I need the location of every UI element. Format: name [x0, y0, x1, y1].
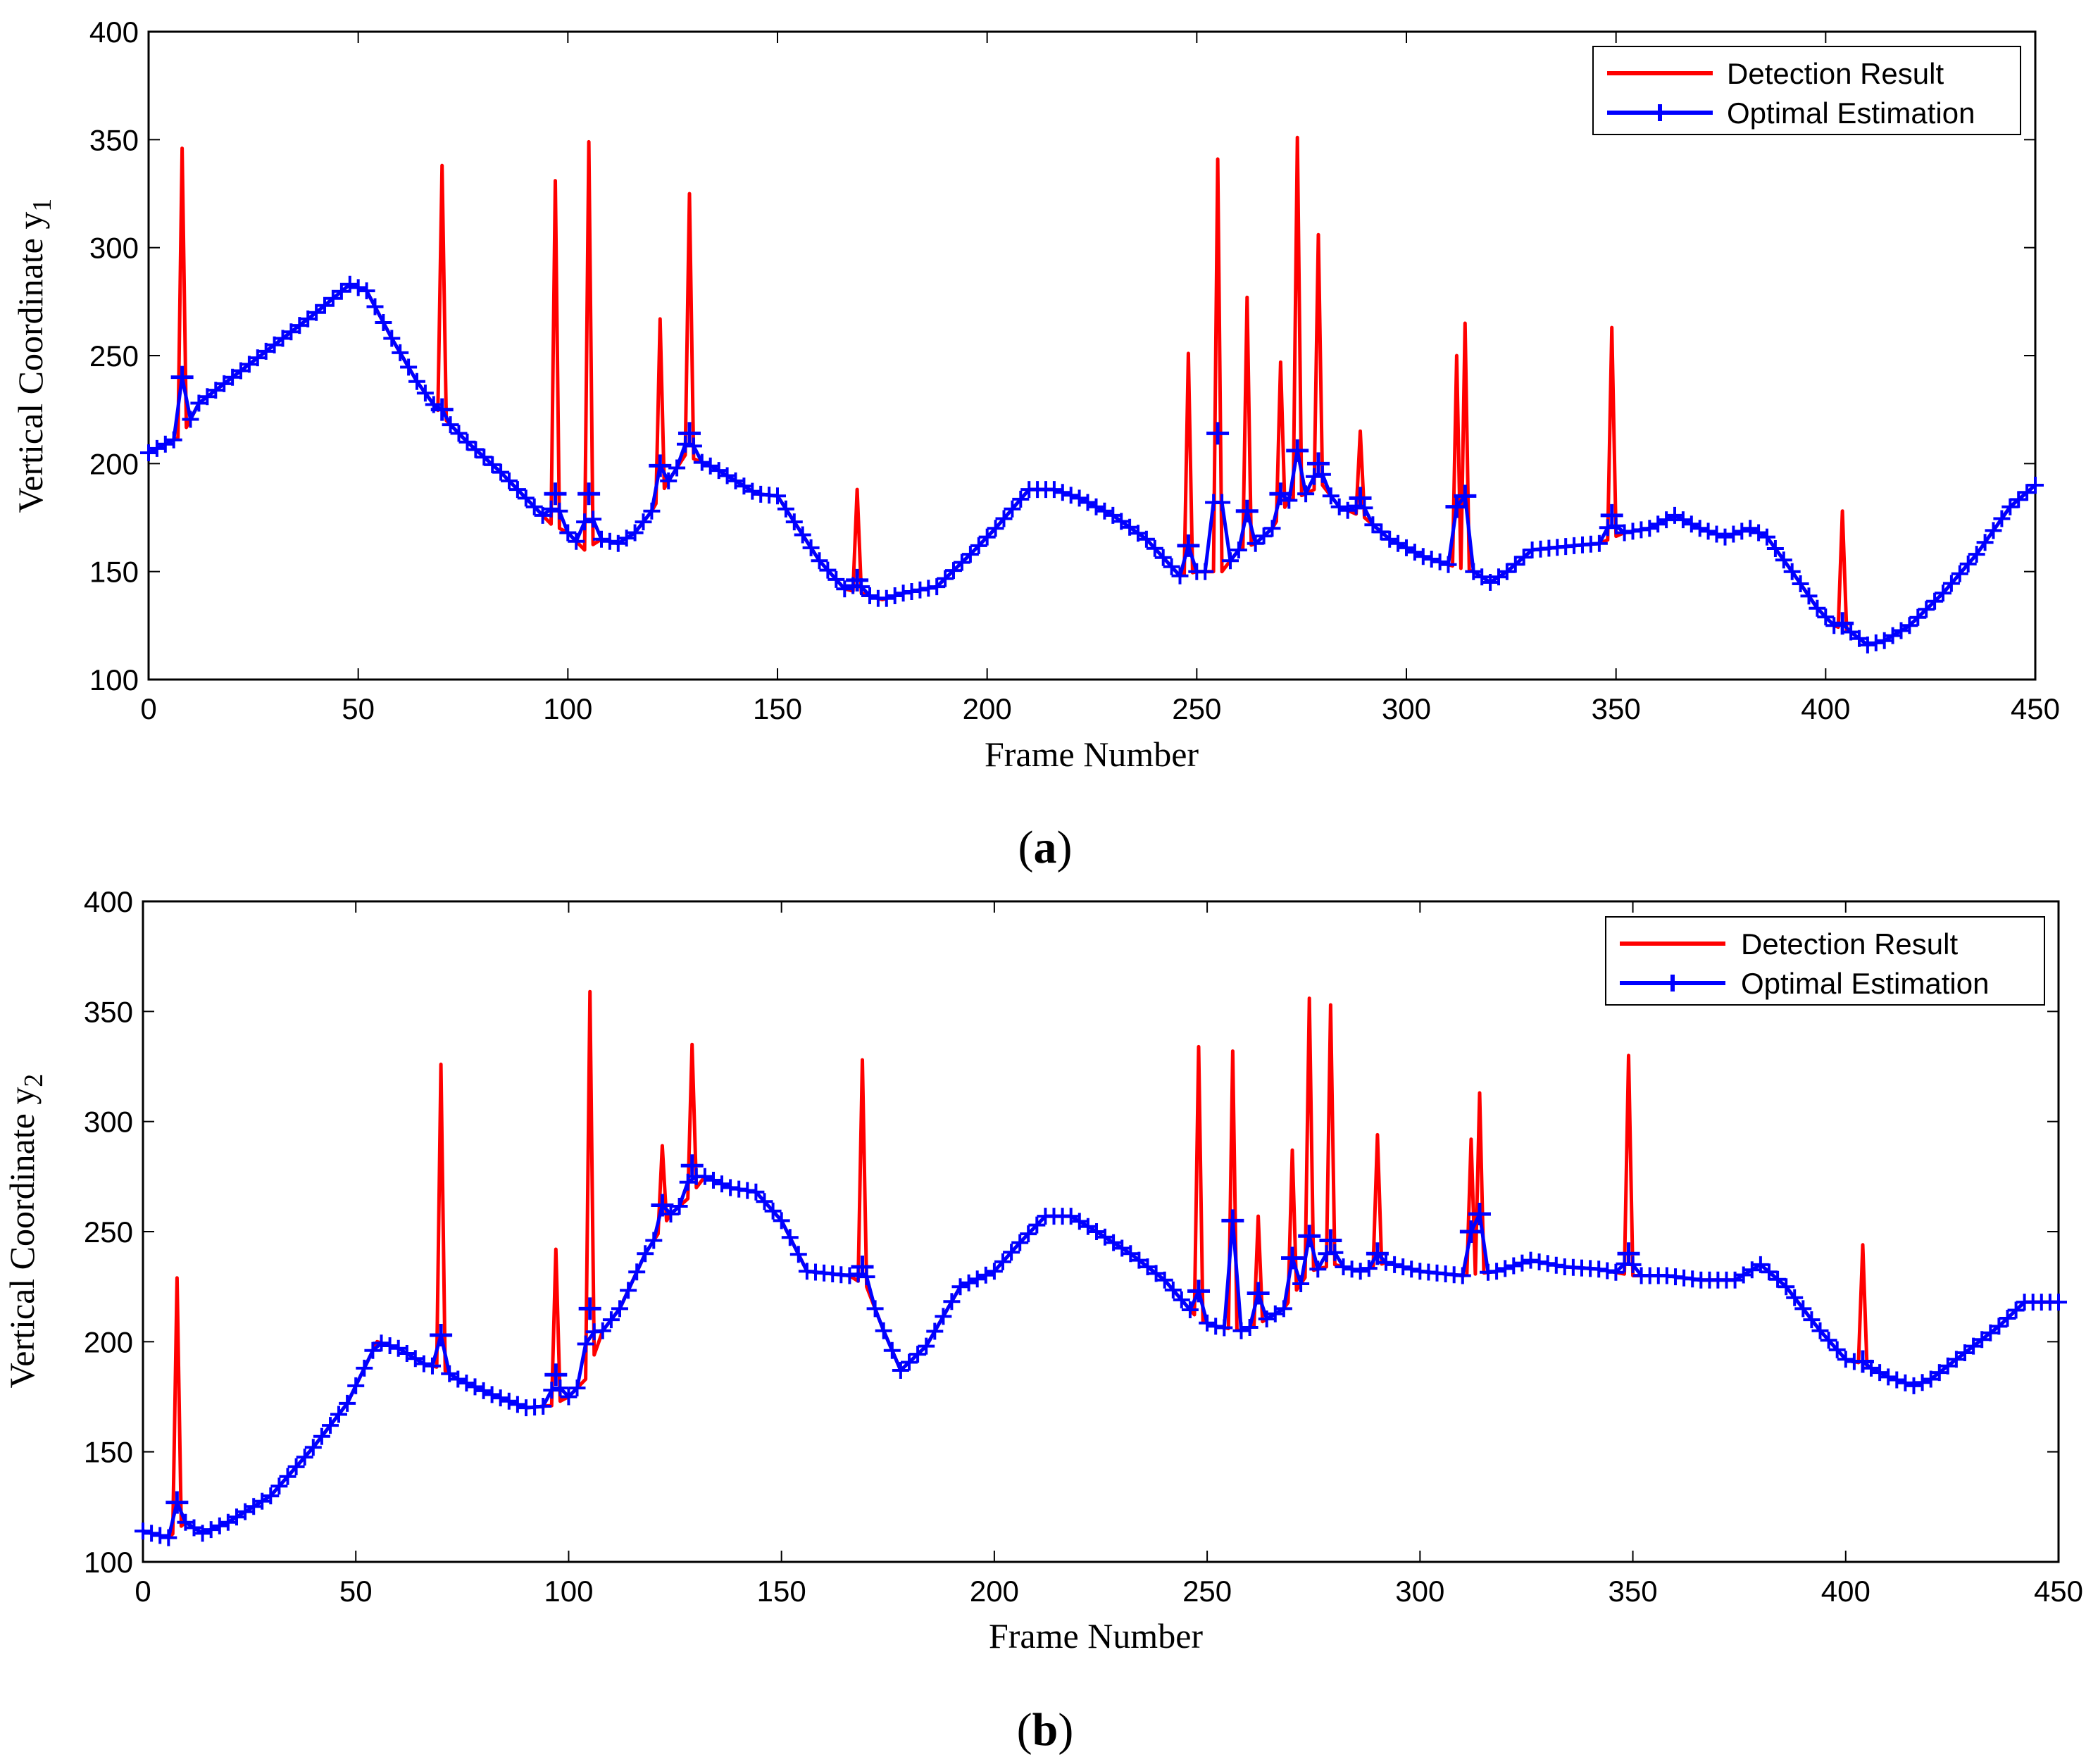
y-tick-label: 100	[89, 663, 139, 696]
estimation-point	[1366, 1242, 1389, 1265]
estimation-point	[1468, 1202, 1491, 1225]
y-tick-label: 350	[89, 123, 139, 156]
estimation-point	[544, 1363, 568, 1387]
y-axis-label-a: Vertical Coordinate y1	[11, 199, 57, 513]
optimal-estimation-markers	[135, 1168, 2067, 1546]
legend-b: Detection Result Optimal Estimation	[1605, 916, 2045, 1006]
estimation-point	[1206, 422, 1230, 445]
x-tick-label: 250	[1182, 1575, 1232, 1608]
estimation-point	[1617, 1242, 1640, 1265]
legend-marker-estimation-a	[1651, 104, 1668, 121]
estimation-point	[1319, 1229, 1342, 1252]
x-tick-label: 400	[1801, 692, 1850, 725]
estimation-point	[846, 568, 869, 592]
chart-panel-b: 0 50 100 150 200 250 300 350 400 450 100 150 200 250 3…	[2, 885, 2083, 1756]
y-tick-label: 250	[84, 1215, 133, 1249]
y-tick-label: 100	[84, 1546, 133, 1579]
axis-tick-labels-a: 0 50 100 150 200 250 300 350 400 450 100 150 200 250 3…	[89, 15, 2060, 725]
estimation-point	[1286, 439, 1309, 462]
estimation-point	[1851, 1350, 1874, 1373]
x-tick-label: 0	[135, 1575, 151, 1608]
legend-a: Detection Result Optimal Estimation	[1592, 46, 2021, 135]
panel-label-b: (b)	[1017, 1704, 1074, 1756]
estimation-point	[851, 1256, 874, 1279]
y-tick-label: 150	[89, 556, 139, 589]
x-tick-label: 400	[1821, 1575, 1870, 1608]
plot-area-a	[147, 30, 2037, 681]
axis-ticks-a	[148, 31, 2036, 680]
legend-label-estimation-a: Optimal Estimation	[1727, 96, 1975, 130]
estimation-point	[1177, 534, 1200, 557]
x-tick-label: 250	[1172, 692, 1221, 725]
y-tick-label: 150	[84, 1436, 133, 1469]
estimation-point	[1306, 452, 1330, 475]
x-tick-label: 0	[140, 692, 156, 725]
y-tick-label: 400	[89, 15, 139, 49]
estimation-point	[544, 482, 567, 506]
estimation-point	[1600, 503, 1623, 527]
x-tick-label: 350	[1592, 692, 1641, 725]
estimation-point	[577, 482, 601, 506]
x-tick-label: 200	[963, 692, 1012, 725]
x-tick-label: 100	[544, 1575, 593, 1608]
estimation-point	[677, 422, 701, 445]
estimation-point	[430, 398, 454, 421]
x-tick-label: 450	[2011, 692, 2060, 725]
legend-label-detection-a: Detection Result	[1727, 57, 1944, 90]
y-tick-label: 400	[84, 885, 133, 918]
legend-box-b	[1605, 916, 2045, 1006]
x-tick-label: 150	[753, 692, 802, 725]
y-tick-label: 200	[84, 1325, 133, 1358]
estimation-point	[680, 1154, 704, 1177]
legend-marker-estimation-b	[1664, 975, 1681, 992]
series-optimal-estimation-b	[135, 1154, 2067, 1546]
optimal-estimation-markers	[140, 275, 2044, 653]
y-tick-label: 200	[89, 447, 139, 480]
estimation-point	[1247, 1282, 1270, 1305]
estimation-point	[1281, 1246, 1304, 1270]
legend-label-estimation-b: Optimal Estimation	[1741, 967, 1989, 1000]
x-axis-label-b: Frame Number	[989, 1616, 1203, 1656]
estimation-point	[1187, 1280, 1211, 1303]
x-tick-label: 300	[1382, 692, 1431, 725]
y-tick-label: 300	[89, 232, 139, 265]
estimation-point	[1221, 1209, 1244, 1232]
axis-ticks-b	[142, 901, 2059, 1563]
optimal-estimation-line	[147, 282, 2037, 647]
x-tick-label: 350	[1609, 1575, 1658, 1608]
series-optimal-estimation-a	[140, 275, 2044, 653]
estimation-point	[1269, 482, 1292, 506]
estimation-point	[165, 1491, 189, 1514]
panel-label-a: (a)	[1018, 822, 1073, 873]
estimation-point	[1349, 487, 1372, 510]
x-tick-label: 150	[757, 1575, 806, 1608]
estimation-point	[578, 1297, 601, 1320]
x-tick-label: 50	[342, 692, 375, 725]
estimation-point	[651, 1194, 674, 1217]
estimation-point	[170, 365, 194, 389]
estimation-point	[1831, 612, 1854, 635]
x-tick-label: 50	[339, 1575, 373, 1608]
y-tick-label: 250	[89, 339, 139, 373]
x-tick-label: 450	[2034, 1575, 2083, 1608]
x-tick-label: 200	[970, 1575, 1019, 1608]
y-tick-label: 300	[84, 1106, 133, 1139]
y-tick-label: 350	[84, 995, 133, 1028]
legend-label-detection-b: Detection Result	[1741, 927, 1958, 961]
x-tick-label: 300	[1395, 1575, 1444, 1608]
estimation-point	[1454, 484, 1477, 508]
chart-panel-a: 0 50 100 150 200 250 300 350 400 450 100 150 200 250 3…	[11, 15, 2060, 873]
x-tick-label: 100	[543, 692, 592, 725]
y-axis-label-b: Vertical Coordinate y2	[2, 1074, 49, 1389]
estimation-point	[649, 454, 672, 477]
estimation-point	[430, 1323, 453, 1346]
estimation-point	[1459, 1220, 1482, 1243]
legend-box-a	[1592, 46, 2021, 135]
estimation-point	[1298, 1225, 1321, 1248]
estimation-point	[1235, 499, 1259, 523]
x-axis-label-a: Frame Number	[985, 734, 1199, 774]
optimal-estimation-line	[142, 1175, 2059, 1540]
axis-tick-labels-b: 0 50 100 150 200 250 300 350 400 450 100 150 200 250 3…	[84, 885, 2083, 1608]
